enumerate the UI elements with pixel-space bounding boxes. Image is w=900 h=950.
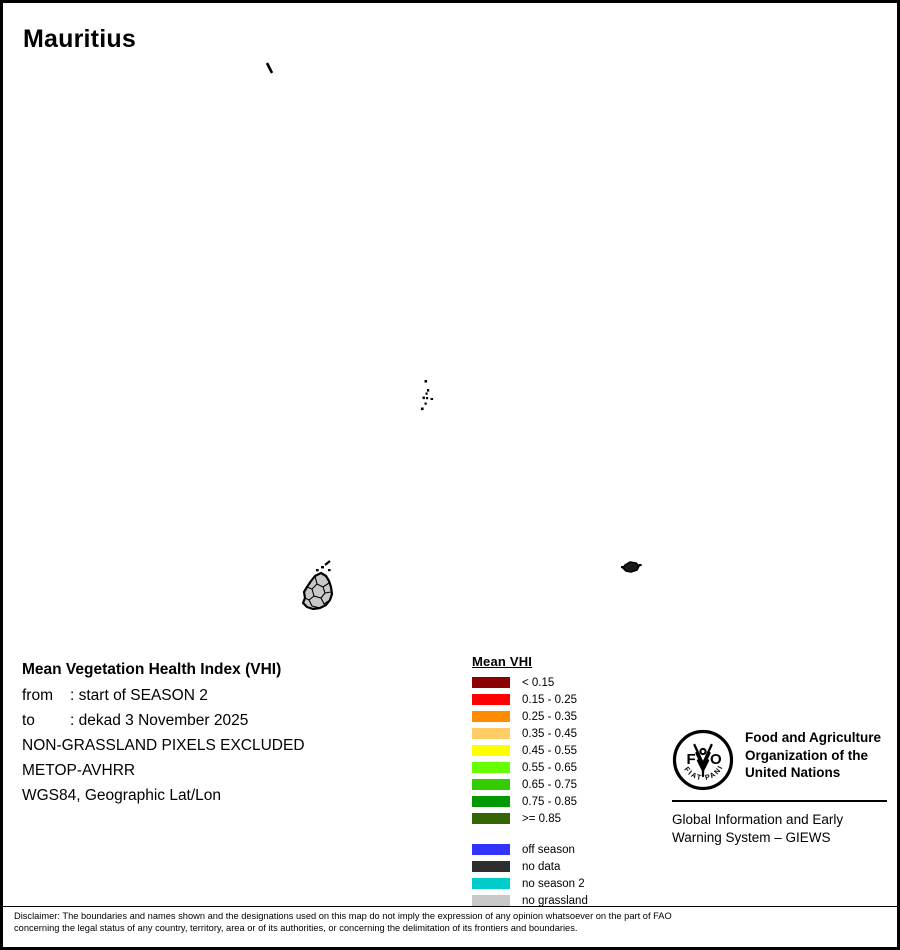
legend-swatch bbox=[472, 728, 510, 739]
legend-swatch bbox=[472, 895, 510, 906]
fao-name: Food and Agriculture Organization of the… bbox=[745, 729, 881, 782]
metadata-key-from: from bbox=[22, 687, 53, 704]
legend-item: 0.25 - 0.35 bbox=[472, 708, 588, 725]
legend-label: 0.35 - 0.45 bbox=[522, 727, 577, 740]
mauritius-main-island bbox=[301, 560, 334, 611]
fao-divider bbox=[672, 800, 887, 802]
legend-swatch bbox=[472, 677, 510, 688]
metadata-projection: WGS84, Geographic Lat/Lon bbox=[22, 787, 222, 804]
legend-label: no data bbox=[522, 860, 561, 873]
legend-label: no season 2 bbox=[522, 877, 585, 890]
fao-name-line2: Organization of the bbox=[745, 747, 868, 763]
legend-item: 0.45 - 0.55 bbox=[472, 742, 588, 759]
legend-swatch bbox=[472, 878, 510, 889]
legend-label: >= 0.85 bbox=[522, 812, 562, 825]
legend-title: Mean VHI bbox=[472, 654, 533, 669]
disclaimer: Disclaimer: The boundaries and names sho… bbox=[14, 911, 886, 934]
legend-item: 0.75 - 0.85 bbox=[472, 793, 588, 810]
legend-swatch bbox=[472, 762, 510, 773]
legend-label: 0.55 - 0.65 bbox=[522, 761, 577, 774]
legend-item: 0.65 - 0.75 bbox=[472, 776, 588, 793]
fao-logo-row: F O FIAT PANIS Food and Agriculture Orga… bbox=[672, 729, 887, 791]
legend-item: < 0.15 bbox=[472, 674, 588, 691]
legend-item: 0.55 - 0.65 bbox=[472, 759, 588, 776]
rodrigues-island bbox=[621, 561, 642, 573]
disclaimer-divider bbox=[3, 906, 897, 907]
legend-swatch bbox=[472, 861, 510, 872]
legend-swatch bbox=[472, 745, 510, 756]
fao-name-line3: United Nations bbox=[745, 765, 841, 780]
tromelin-mark bbox=[265, 62, 274, 74]
disclaimer-line1: Disclaimer: The boundaries and names sho… bbox=[14, 911, 672, 921]
fao-branding: F O FIAT PANIS Food and Agriculture Orga… bbox=[672, 729, 887, 847]
metadata-heading: Mean Vegetation Health Index (VHI) bbox=[22, 661, 282, 678]
svg-text:F: F bbox=[687, 751, 696, 768]
metadata-key-to: to bbox=[22, 712, 35, 729]
giews-name: Global Information and Early Warning Sys… bbox=[672, 811, 887, 847]
legend-item: >= 0.85 bbox=[472, 810, 588, 827]
legend-item-special: no season 2 bbox=[472, 875, 588, 892]
legend-separator bbox=[472, 827, 588, 841]
legend-swatch bbox=[472, 711, 510, 722]
legend-label: 0.75 - 0.85 bbox=[522, 795, 577, 808]
giews-line2: Warning System – GIEWS bbox=[672, 830, 831, 845]
legend-swatch bbox=[472, 844, 510, 855]
legend-swatch bbox=[472, 694, 510, 705]
legend-item: 0.15 - 0.25 bbox=[472, 691, 588, 708]
metadata-sensor: METOP-AVHRR bbox=[22, 762, 136, 779]
legend-label: off season bbox=[522, 843, 575, 856]
legend-swatch bbox=[472, 779, 510, 790]
legend: Mean VHI < 0.15 0.15 - 0.25 0.25 - 0.35 … bbox=[472, 654, 588, 909]
legend-label: < 0.15 bbox=[522, 676, 555, 689]
svg-text:O: O bbox=[710, 751, 722, 768]
metadata-value-to: : dekad 3 November 2025 bbox=[70, 712, 249, 729]
page-title: Mauritius bbox=[23, 25, 136, 53]
map-metadata-block: Mean Vegetation Health Index (VHI) from:… bbox=[22, 657, 452, 808]
map-graphic bbox=[265, 62, 642, 611]
legend-swatch bbox=[472, 796, 510, 807]
giews-line1: Global Information and Early bbox=[672, 812, 844, 827]
legend-item-special: no data bbox=[472, 858, 588, 875]
metadata-value-from: : start of SEASON 2 bbox=[70, 687, 208, 704]
legend-label: 0.45 - 0.55 bbox=[522, 744, 577, 757]
map-canvas: Mauritius bbox=[3, 3, 897, 907]
legend-item-special: no grassland bbox=[472, 892, 588, 909]
legend-item-special: off season bbox=[472, 841, 588, 858]
legend-label: 0.25 - 0.35 bbox=[522, 710, 577, 723]
metadata-row-to: to : dekad 3 November 2025 bbox=[22, 708, 452, 733]
legend-label: 0.65 - 0.75 bbox=[522, 778, 577, 791]
metadata-note: NON-GRASSLAND PIXELS EXCLUDED bbox=[22, 737, 305, 754]
legend-item: 0.35 - 0.45 bbox=[472, 725, 588, 742]
legend-swatch bbox=[472, 813, 510, 824]
cargados-carajos-shoals bbox=[421, 380, 434, 411]
fao-name-line1: Food and Agriculture bbox=[745, 730, 881, 745]
fao-logo-icon: F O FIAT PANIS bbox=[672, 729, 734, 791]
legend-label: no grassland bbox=[522, 894, 588, 907]
disclaimer-line2: concerning the legal status of any count… bbox=[14, 922, 578, 933]
metadata-row-from: from : start of SEASON 2 bbox=[22, 683, 452, 708]
legend-label: 0.15 - 0.25 bbox=[522, 693, 577, 706]
